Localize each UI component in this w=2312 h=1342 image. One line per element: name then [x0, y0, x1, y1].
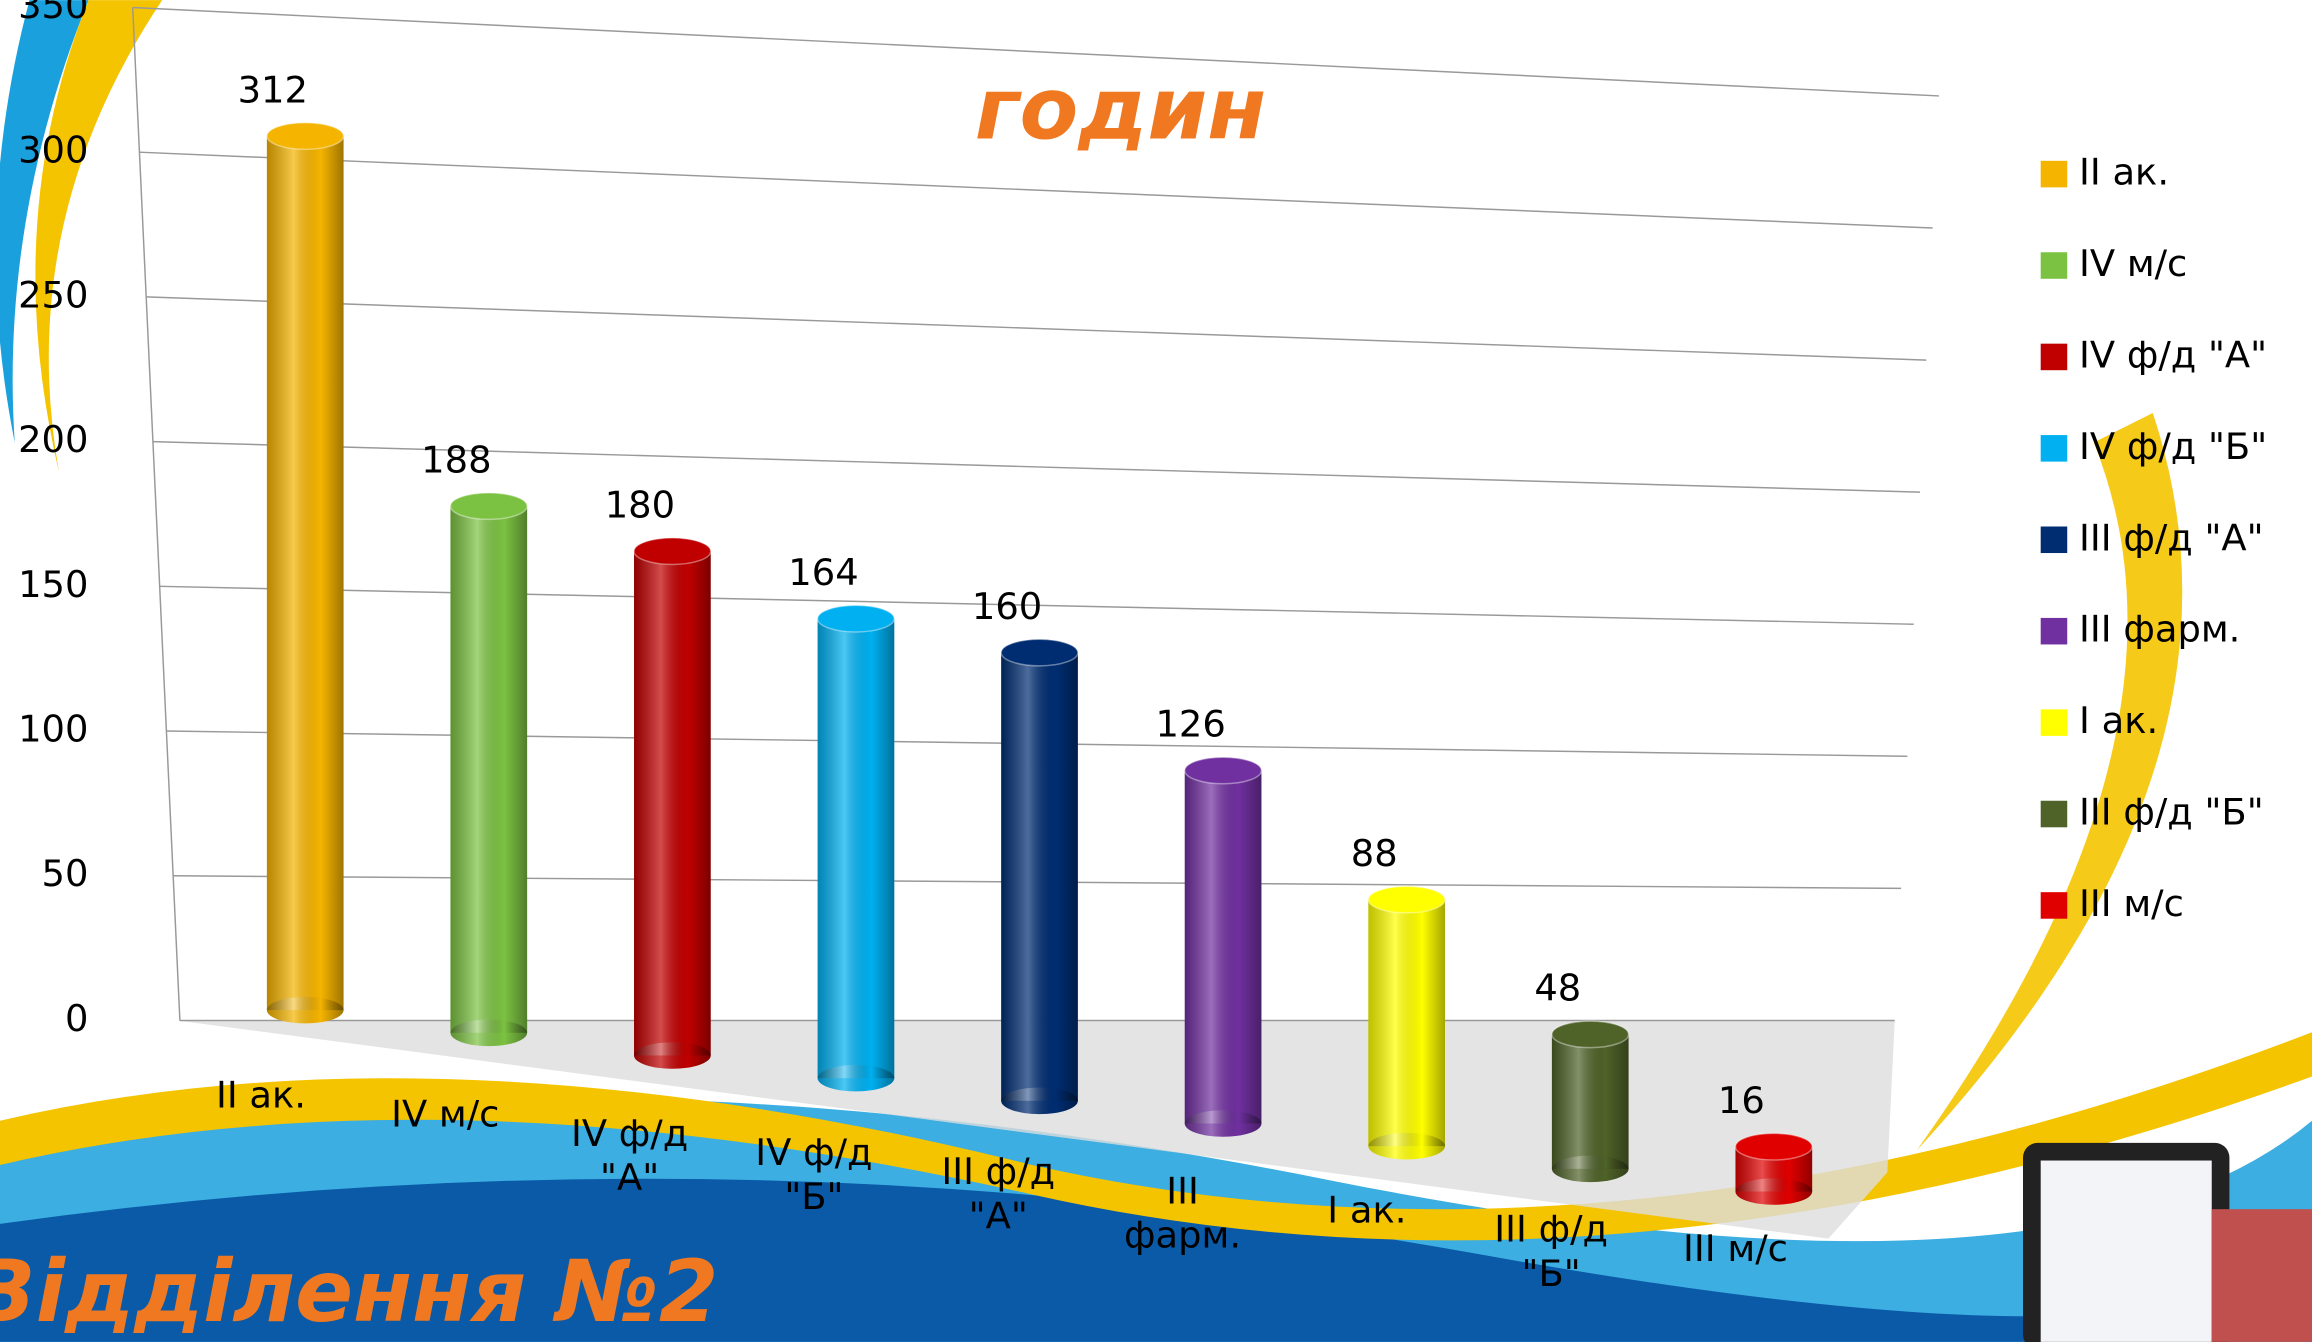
y-axis	[133, 7, 180, 1020]
x-tick-label: III ф/д "Б"	[1485, 1208, 1618, 1296]
grid-line	[146, 297, 1926, 360]
bar-top	[1001, 639, 1078, 666]
grid-line	[153, 442, 1920, 493]
y-tick-label: 300	[18, 129, 88, 172]
bar-base	[450, 1020, 527, 1047]
y-tick-label: 50	[42, 852, 89, 895]
chart: годин Відділення №2 0 50 100 150 200 250 300 35…	[0, 0, 2312, 1342]
legend-label: III ф/д "Б"	[2079, 791, 2264, 834]
x-tick-label-box: III ф/д "Б"	[1463, 1208, 1640, 1311]
x-tick-label-box: II ак.	[173, 1074, 350, 1177]
x-tick-label-box: III ф/д "А"	[910, 1150, 1087, 1253]
x-tick-label-box: IV ф/д "Б"	[725, 1131, 902, 1234]
y-tick-label: 200	[18, 418, 88, 461]
chart-title: годин	[975, 61, 1267, 160]
legend-swatch	[2041, 801, 2068, 828]
bar-base	[1185, 1110, 1262, 1137]
legend-label: IV ф/д "А"	[2079, 333, 2267, 376]
x-tick-label-box: IV м/с	[357, 1093, 534, 1196]
legend-swatch	[2041, 527, 2068, 554]
legend-label: I ак.	[2079, 699, 2158, 742]
page: {"chart_data": {"type": "bar", "title": …	[0, 0, 2312, 1342]
bar-shade	[267, 136, 344, 1010]
value-label: 180	[605, 483, 675, 526]
legend-swatch	[2041, 892, 2068, 919]
legend-swatch	[2041, 435, 2068, 462]
y-tick-label: 100	[18, 708, 88, 751]
legend-label: III ф/д "А"	[2079, 516, 2264, 559]
bar-top	[1185, 757, 1262, 784]
bar-shade	[634, 551, 711, 1055]
legend-swatch	[2041, 161, 2068, 188]
value-label: 16	[1718, 1079, 1765, 1122]
value-label: 312	[238, 68, 308, 111]
x-tick-label: IV ф/д "А"	[563, 1112, 696, 1200]
legend-swatch	[2041, 344, 2068, 371]
bar-base	[634, 1042, 711, 1069]
bar-base	[1001, 1088, 1078, 1115]
bar-top	[1552, 1021, 1629, 1048]
value-label: 126	[1155, 703, 1225, 746]
bar-shade	[818, 619, 895, 1078]
value-label: 160	[972, 585, 1042, 628]
bar-top	[450, 493, 527, 520]
x-tick-label: III ф/д "А"	[932, 1150, 1065, 1238]
x-tick-label: IV м/с	[357, 1093, 534, 1137]
bar-base	[267, 997, 344, 1024]
legend-swatch	[2041, 252, 2068, 279]
legend-label: III фарм.	[2079, 608, 2240, 651]
bar-top	[267, 123, 344, 150]
footer-title: Відділення №2	[0, 1243, 718, 1342]
y-tick-label: 350	[18, 0, 88, 27]
x-tick-label-box: IV ф/д "А"	[541, 1112, 718, 1215]
y-tick-label: 0	[65, 997, 88, 1040]
legend-label: II ак.	[2079, 151, 2169, 194]
bar-base	[818, 1065, 895, 1092]
y-tick-label: 150	[18, 563, 88, 606]
bar-base	[1552, 1156, 1629, 1183]
legend-label: III м/с	[2079, 882, 2184, 925]
y-tick-label: 250	[18, 273, 88, 316]
bar-base	[1368, 1133, 1445, 1160]
grid-line	[139, 152, 1932, 228]
bar-top	[634, 538, 711, 565]
legend-label: IV ф/д "Б"	[2079, 425, 2267, 468]
value-label: 88	[1351, 832, 1398, 875]
legend-swatch	[2041, 618, 2068, 645]
x-tick-label: II ак.	[173, 1074, 350, 1118]
bar-top	[1368, 886, 1445, 913]
x-tick-label: III м/с	[1647, 1227, 1824, 1271]
bar-base	[1735, 1178, 1812, 1205]
bar-shade	[1552, 1034, 1629, 1168]
legend-swatch	[2041, 709, 2068, 736]
bar-shade	[450, 506, 527, 1033]
x-tick-label-box: I ак.	[1278, 1189, 1455, 1292]
bar-shade	[1368, 900, 1445, 1147]
x-tick-label: IV ф/д "Б"	[748, 1131, 881, 1219]
x-tick-label-box: III фарм.	[1094, 1169, 1271, 1272]
x-tick-label: I ак.	[1278, 1189, 1455, 1233]
bar-top	[818, 605, 895, 632]
x-tick-label-box: III м/с	[1647, 1227, 1824, 1330]
x-tick-label: III фарм.	[1116, 1169, 1249, 1257]
legend-label: IV м/с	[2079, 242, 2187, 285]
value-label: 164	[788, 551, 858, 594]
bar-top	[1735, 1133, 1812, 1160]
bar-shade	[1185, 770, 1262, 1123]
value-label: 48	[1534, 967, 1581, 1010]
bar-shade	[1001, 653, 1078, 1101]
value-label: 188	[421, 438, 491, 481]
